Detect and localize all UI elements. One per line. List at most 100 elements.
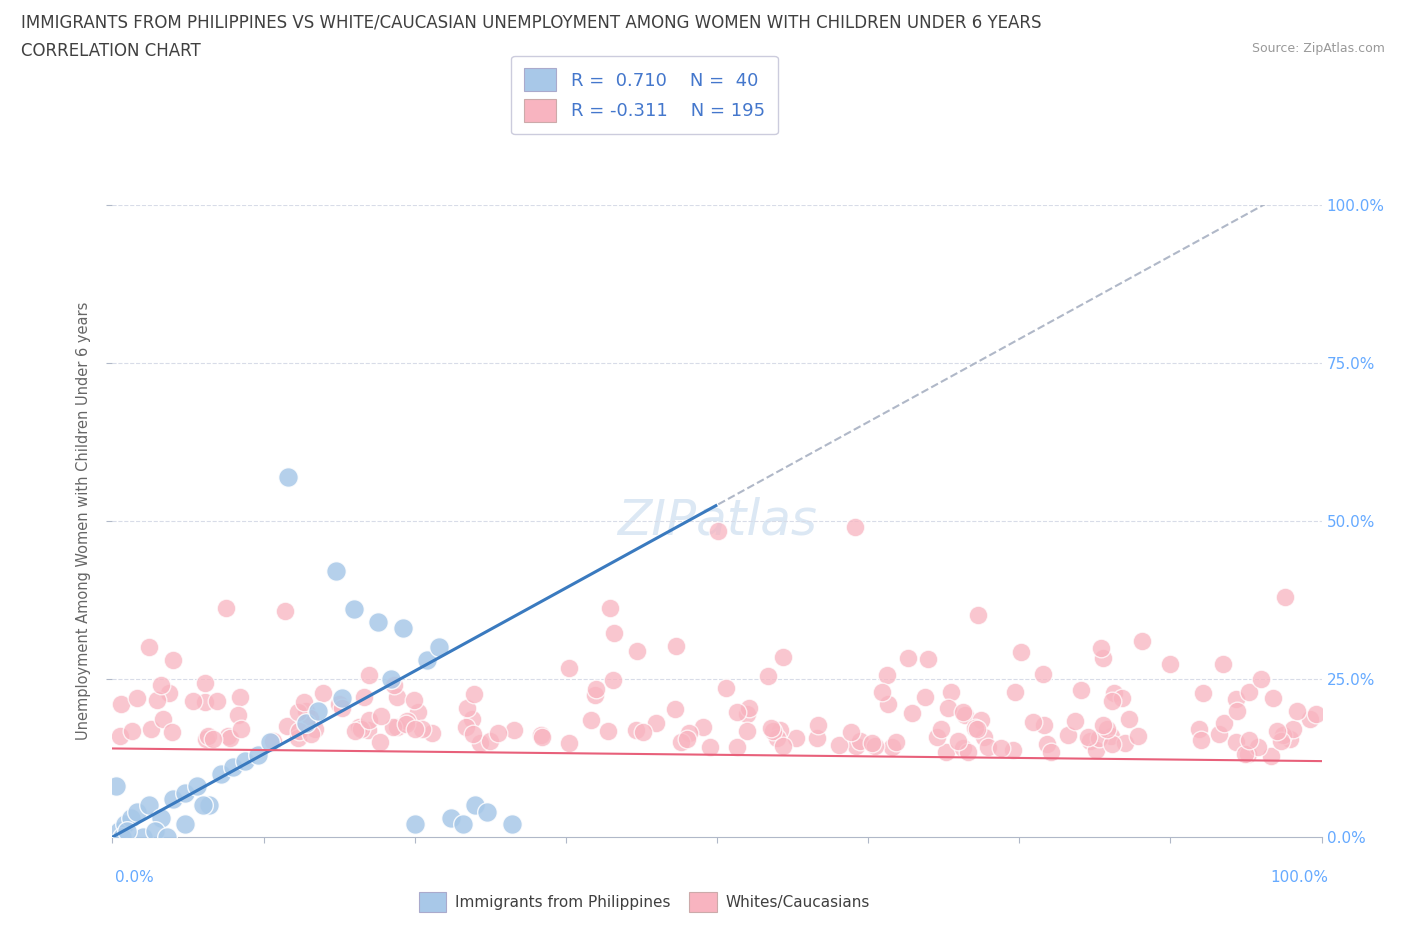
Point [877, 698, 900, 712]
Point [186, 779, 208, 794]
Point [970, 712, 993, 727]
Point [579, 712, 602, 727]
Point [1057, 728, 1080, 743]
Point [1226, 703, 1249, 718]
Point [391, 621, 413, 636]
Point [344, 724, 367, 738]
Point [370, 735, 392, 750]
Point [1032, 717, 1054, 732]
Point [287, 730, 309, 745]
Point [191, 798, 215, 813]
Point [479, 734, 502, 749]
Point [1192, 685, 1215, 700]
Point [1035, 737, 1057, 751]
Point [967, 607, 990, 622]
Point [756, 669, 779, 684]
Point [599, 601, 621, 616]
Point [404, 817, 426, 831]
Point [530, 729, 553, 744]
Point [416, 653, 439, 668]
Point [357, 713, 380, 728]
Point [1118, 711, 1140, 726]
Point [217, 729, 239, 744]
Point [235, 753, 257, 768]
Point [675, 732, 697, 747]
Point [669, 735, 692, 750]
Point [385, 719, 408, 734]
Point [463, 687, 485, 702]
Point [1212, 657, 1234, 671]
Point [451, 817, 474, 831]
Point [772, 739, 794, 754]
Point [966, 721, 988, 736]
Point [110, 697, 132, 711]
Point [1260, 749, 1282, 764]
Point [1092, 651, 1115, 666]
Point [195, 732, 218, 747]
Point [501, 817, 523, 831]
Point [624, 723, 647, 737]
Point [699, 739, 721, 754]
Point [863, 738, 886, 753]
Point [194, 676, 217, 691]
Point [1286, 703, 1309, 718]
Point [396, 713, 419, 728]
Point [138, 798, 160, 813]
Point [1111, 691, 1133, 706]
Point [1250, 671, 1272, 686]
Point [1078, 734, 1101, 749]
Point [769, 723, 792, 737]
Point [181, 694, 204, 709]
Point [276, 718, 298, 733]
Point [174, 817, 197, 831]
Point [394, 717, 416, 732]
Point [860, 736, 883, 751]
Point [644, 715, 666, 730]
Point [162, 653, 184, 668]
Point [209, 766, 232, 781]
Point [936, 700, 959, 715]
Point [325, 564, 347, 578]
Point [977, 740, 1000, 755]
Point [1126, 728, 1149, 743]
Point [844, 520, 866, 535]
Point [870, 684, 893, 699]
Point [454, 720, 477, 735]
Point [1237, 684, 1260, 699]
Point [1091, 718, 1114, 733]
Point [468, 735, 491, 750]
Point [946, 734, 969, 749]
Point [292, 695, 315, 710]
Point [226, 708, 249, 723]
Point [806, 730, 828, 745]
Point [1272, 727, 1295, 742]
Point [156, 830, 179, 844]
Point [138, 640, 160, 655]
Point [105, 779, 128, 794]
Point [1063, 713, 1085, 728]
Point [215, 600, 238, 615]
Point [461, 711, 484, 726]
Point [901, 706, 924, 721]
Point [1084, 742, 1107, 757]
Point [762, 724, 785, 738]
Point [1237, 733, 1260, 748]
Point [111, 830, 134, 844]
Point [222, 760, 245, 775]
Point [1263, 690, 1285, 705]
Point [882, 740, 904, 755]
Point [1070, 683, 1092, 698]
Point [602, 673, 624, 688]
Point [194, 694, 217, 709]
Point [1021, 714, 1043, 729]
Point [725, 705, 748, 720]
Point [110, 729, 132, 744]
Y-axis label: Unemployment Among Women with Children Under 6 years: Unemployment Among Women with Children U… [76, 301, 91, 740]
Point [735, 724, 758, 738]
Point [350, 722, 373, 737]
Point [1102, 685, 1125, 700]
Point [1004, 684, 1026, 699]
Point [952, 740, 974, 755]
Point [664, 701, 686, 716]
Text: 0.0%: 0.0% [115, 870, 155, 884]
